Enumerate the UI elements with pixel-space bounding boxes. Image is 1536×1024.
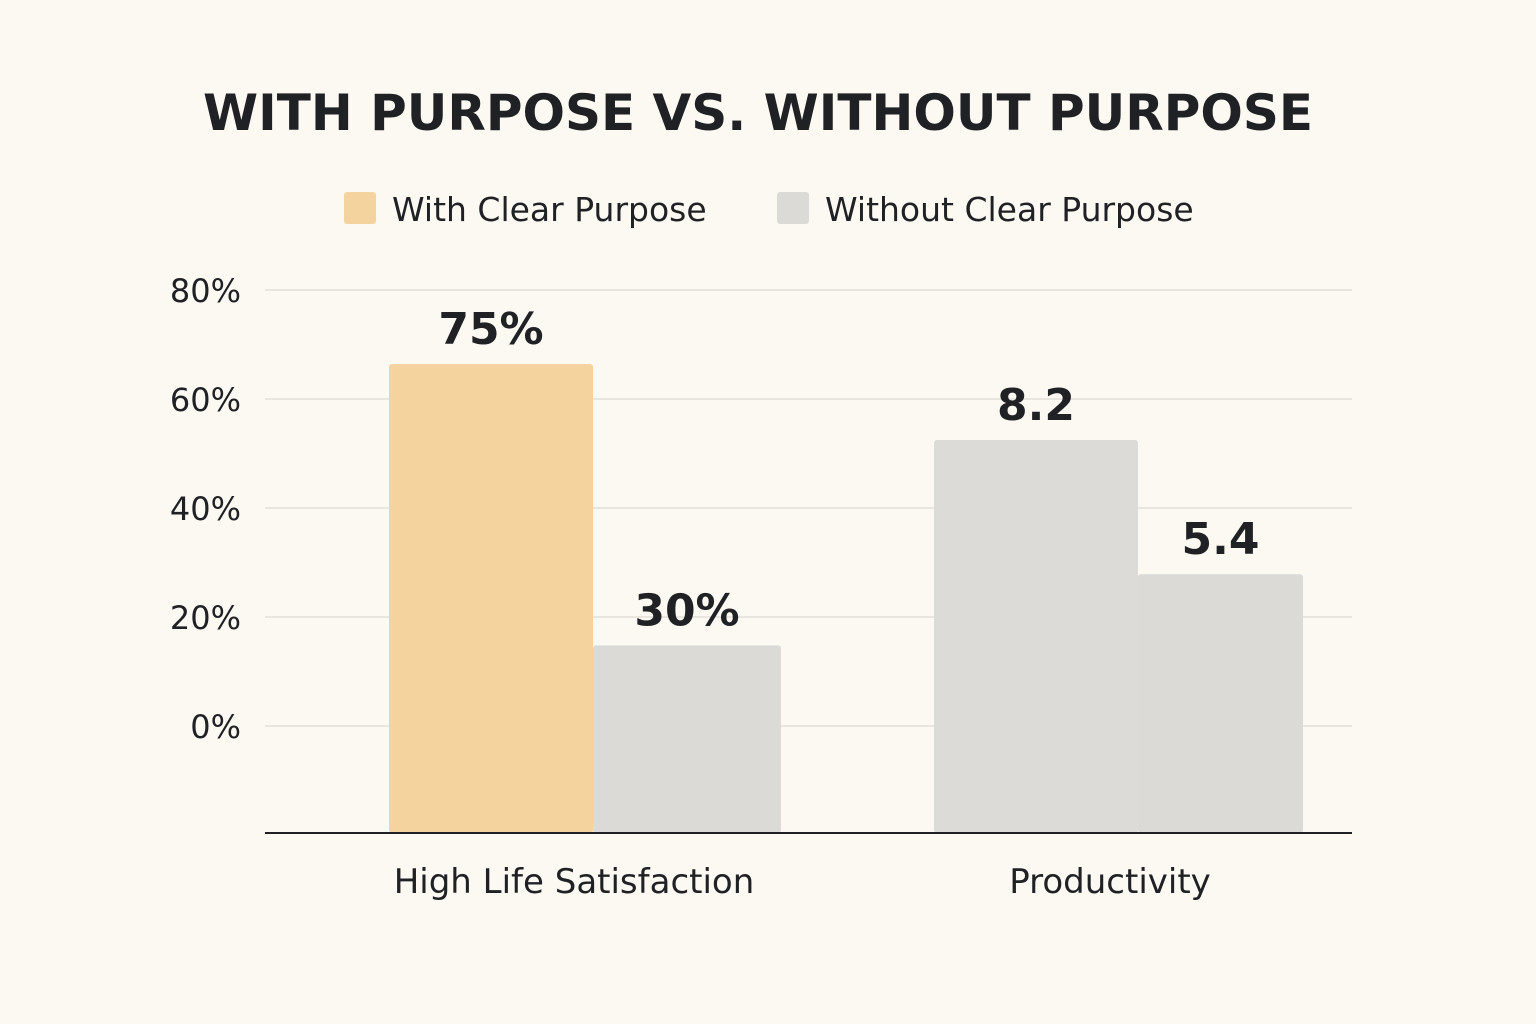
- bars: [389, 364, 1303, 833]
- y-tick-label: 80%: [170, 272, 241, 310]
- legend-swatch-without-purpose: [777, 192, 809, 224]
- chart-title: WITH PURPOSE VS. WITHOUT PURPOSE: [203, 84, 1313, 142]
- y-axis-ticks: 80% 60% 40% 20% 0%: [170, 272, 241, 746]
- data-label: 30%: [634, 585, 739, 636]
- y-tick-label: 60%: [170, 381, 241, 419]
- category-label-productivity: Productivity: [1009, 862, 1211, 902]
- bar-with-purpose-productivity: [934, 440, 1138, 833]
- legend-label-without-purpose: Without Clear Purpose: [825, 190, 1194, 229]
- legend-swatch-with-purpose: [344, 192, 376, 224]
- bar-with-purpose-life-satisfaction: [389, 364, 593, 833]
- y-tick-label: 40%: [170, 490, 241, 528]
- data-label: 75%: [438, 304, 543, 355]
- category-label-high-life-satisfaction: High Life Satisfaction: [394, 862, 755, 902]
- y-tick-label: 0%: [190, 708, 241, 746]
- data-label: 8.2: [997, 380, 1075, 431]
- legend-label-with-purpose: With Clear Purpose: [392, 190, 707, 229]
- data-labels: 75% 30% 8.2 5.4: [438, 304, 1259, 636]
- bar-without-purpose-productivity: [1138, 574, 1303, 833]
- data-label: 5.4: [1182, 514, 1260, 565]
- y-tick-label: 20%: [170, 599, 241, 637]
- bar-without-purpose-life-satisfaction: [593, 645, 781, 833]
- legend: With Clear Purpose Without Clear Purpose: [344, 190, 1194, 229]
